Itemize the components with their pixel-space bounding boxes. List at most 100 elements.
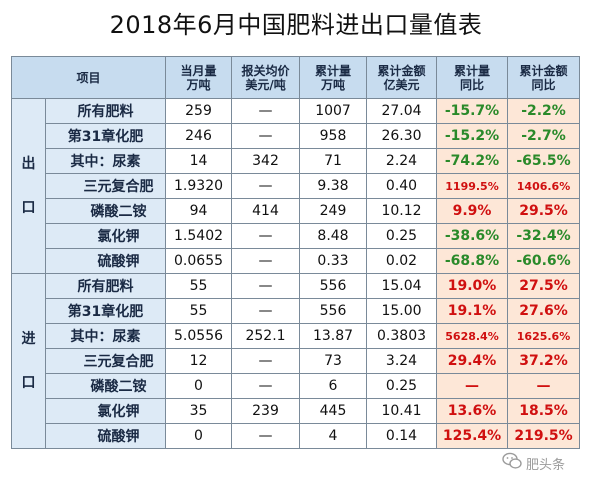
cell-cum-value: 0.25: [366, 223, 438, 249]
header-cum-qty-line1: 累计量: [315, 63, 352, 78]
cell-cum-value: 15.00: [366, 298, 438, 324]
cell-monthly: 1.5402: [165, 223, 233, 249]
row-name: 硫酸钾: [44, 248, 167, 274]
cell-cum-value: 10.41: [366, 398, 438, 424]
cell-monthly: 35: [165, 398, 233, 424]
cell-cum-qty: 4: [299, 423, 368, 449]
cell-qty-yoy: 1199.5%: [436, 173, 509, 199]
row-name: 三元复合肥: [44, 173, 167, 199]
row-name: 第31章化肥: [44, 123, 167, 149]
cell-cum-qty: 958: [299, 123, 368, 149]
table-row: 磷酸二铵 0—6 0.25— —: [12, 373, 581, 399]
cell-qty-yoy: 19.0%: [436, 273, 509, 299]
table-row: 氯化钾 1.5402—8.48 0.25 -38.6% -32.4%: [12, 223, 581, 249]
cell-price: —: [231, 348, 301, 374]
cell-price: —: [231, 373, 301, 399]
cell-cum-qty: 8.48: [299, 223, 368, 249]
cell-cum-value: 0.02: [366, 248, 438, 274]
row-name: 所有肥料: [44, 273, 167, 299]
cell-price: —: [231, 273, 301, 299]
cell-cum-value: 0.25: [366, 373, 438, 399]
header-monthly-qty-line1: 当月量: [180, 63, 217, 78]
cell-cum-qty: 556: [299, 273, 368, 299]
table-row: 出口所有肥料 259—1007 27.04 -15.7% -2.2%: [11, 98, 581, 274]
cell-cum-value: 0.40: [366, 173, 438, 199]
cell-qty-yoy: -74.2%: [436, 148, 509, 174]
header-cum-qty-yoy: 累计量 同比: [436, 56, 509, 99]
table-row: 氯化钾 35 239 445 10.41 13.6% 18.5%: [12, 398, 581, 424]
cell-monthly: 0: [165, 373, 233, 399]
section-label: 进口: [11, 273, 46, 449]
cell-cum-qty: 13.87: [299, 323, 368, 349]
cell-cum-value: 2.24: [366, 148, 438, 174]
cell-price: —: [231, 98, 301, 124]
cell-price: —: [231, 223, 301, 249]
cell-monthly: 5.0556: [165, 323, 233, 349]
cell-cum-qty: 71: [299, 148, 368, 174]
header-cum-value-yoy-line1: 累计金额: [519, 63, 568, 78]
row-name: 其中：尿素: [44, 323, 167, 349]
cell-cum-value: 27.04: [366, 98, 438, 124]
cell-qty-yoy: 125.4%: [436, 423, 509, 449]
cell-cum-value: 3.24: [366, 348, 438, 374]
section-label-char: 口: [21, 375, 36, 391]
cell-price: —: [231, 248, 301, 274]
table-row: 三元复合肥 1.9320—9.38 0.40 1199.5% 1406.6%: [12, 173, 581, 199]
cell-value-yoy: —: [507, 373, 581, 399]
cell-value-yoy: 219.5%: [507, 423, 581, 449]
header-item: 项目: [10, 56, 167, 99]
header-avg-price-line1: 报关均价: [241, 63, 290, 78]
watermark: 肥头条: [496, 448, 592, 476]
page-title: 2018年6月中国肥料进出口量值表: [109, 11, 483, 39]
cell-value-yoy: -65.5%: [507, 148, 581, 174]
cell-qty-yoy: —: [436, 373, 509, 399]
row-name: 氯化钾: [44, 398, 167, 424]
cell-price: 252.1: [231, 323, 301, 349]
table-row: 其中：尿素 14 342 71 2.24 -74.2% -65.5%: [12, 148, 581, 174]
table-row: 硫酸钾 0.0655—0.33 0.02 -68.8% -60.6%: [12, 248, 581, 274]
cell-value-yoy: 27.5%: [507, 273, 581, 299]
cell-qty-yoy: -38.6%: [436, 223, 509, 249]
cell-cum-value: 0.3803: [366, 323, 438, 349]
header-cum-qty-yoy-line1: 累计量: [454, 63, 491, 78]
cell-cum-qty: 1007: [299, 98, 368, 124]
table-row: 磷酸二铵 94 414 249 10.12 9.9% 29.5%: [12, 198, 581, 224]
table-row: 进口所有肥料 55—556 15.04 19.0% 27.5%: [11, 273, 581, 449]
cell-monthly: 246: [165, 123, 233, 149]
header-cum-value-line2: 亿美元: [383, 77, 420, 92]
cell-qty-yoy: 13.6%: [436, 398, 509, 424]
fertilizer-trade-table: 项目 当月量 万吨 报关均价 美元/吨 累计量 万吨 累计金额 亿美元 累计量 同比 累计…: [10, 56, 581, 449]
cell-value-yoy: -60.6%: [507, 248, 581, 274]
header-avg-price-line2: 美元/吨: [245, 77, 286, 92]
cell-price: 239: [231, 398, 301, 424]
cell-cum-qty: 556: [299, 298, 368, 324]
cell-price: 342: [231, 148, 301, 174]
cell-price: —: [231, 298, 301, 324]
cell-value-yoy: -32.4%: [507, 223, 581, 249]
cell-qty-yoy: 5628.4%: [436, 323, 509, 349]
header-cum-value-yoy-line2: 同比: [531, 77, 556, 92]
cell-price: —: [231, 423, 301, 449]
cell-monthly: 0.0655: [165, 248, 233, 274]
cell-cum-qty: 249: [299, 198, 368, 224]
cell-value-yoy: -2.7%: [507, 123, 581, 149]
cell-value-yoy: 29.5%: [507, 198, 581, 224]
header-row: 项目 当月量 万吨 报关均价 美元/吨 累计量 万吨 累计金额 亿美元 累计量 同比 累计…: [10, 56, 581, 99]
table-row: 第31章化肥 246—958 26.30 -15.2% -2.7%: [12, 123, 581, 149]
header-monthly-qty-line2: 万吨: [186, 77, 211, 92]
header-cum-qty-yoy-line2: 同比: [460, 77, 485, 92]
watermark-text: 肥头条: [526, 458, 566, 473]
cell-monthly: 14: [165, 148, 233, 174]
section-label-char: 口: [21, 200, 36, 216]
cell-monthly: 0: [165, 423, 233, 449]
wechat-icon: [502, 452, 522, 469]
row-name: 第31章化肥: [44, 298, 167, 324]
cell-value-yoy: 1406.6%: [507, 173, 581, 199]
cell-monthly: 259: [165, 98, 233, 124]
row-name: 三元复合肥: [44, 348, 167, 374]
header-cum-value: 累计金额 亿美元: [366, 56, 438, 99]
cell-cum-qty: 9.38: [299, 173, 368, 199]
cell-qty-yoy: -15.7%: [436, 98, 509, 124]
cell-cum-value: 15.04: [366, 273, 438, 299]
section-label: 出口: [11, 98, 46, 274]
